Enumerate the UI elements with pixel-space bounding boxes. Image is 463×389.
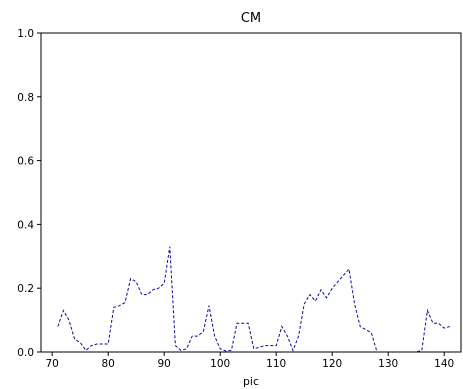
x-tick-label: 130 bbox=[378, 358, 398, 370]
y-tick-label: 0.4 bbox=[17, 219, 34, 231]
y-tick-label: 0.6 bbox=[17, 156, 34, 168]
y-tick-label: 0.8 bbox=[17, 92, 34, 104]
x-tick-label: 110 bbox=[266, 358, 286, 370]
x-tick-label: 100 bbox=[210, 358, 230, 370]
axes: 70 80 90 100 110 120 130 140 0.0 0.2 0.4 0.6 0.8 1.0 bbox=[17, 28, 461, 370]
x-axis-title: pic bbox=[243, 375, 259, 388]
y-tick-label: 0.2 bbox=[17, 283, 34, 295]
x-tick-label: 90 bbox=[158, 358, 171, 370]
chart-title: CM bbox=[241, 11, 261, 26]
data-series-layer bbox=[57, 246, 450, 352]
x-tick-label: 140 bbox=[434, 358, 454, 370]
x-tick-label: 70 bbox=[46, 358, 59, 370]
plot-frame bbox=[41, 33, 461, 352]
x-tick-label: 120 bbox=[322, 358, 342, 370]
y-tick-label: 1.0 bbox=[17, 28, 34, 40]
series-line bbox=[58, 247, 450, 352]
y-tick-label: 0.0 bbox=[17, 347, 34, 359]
x-tick-label: 80 bbox=[102, 358, 115, 370]
